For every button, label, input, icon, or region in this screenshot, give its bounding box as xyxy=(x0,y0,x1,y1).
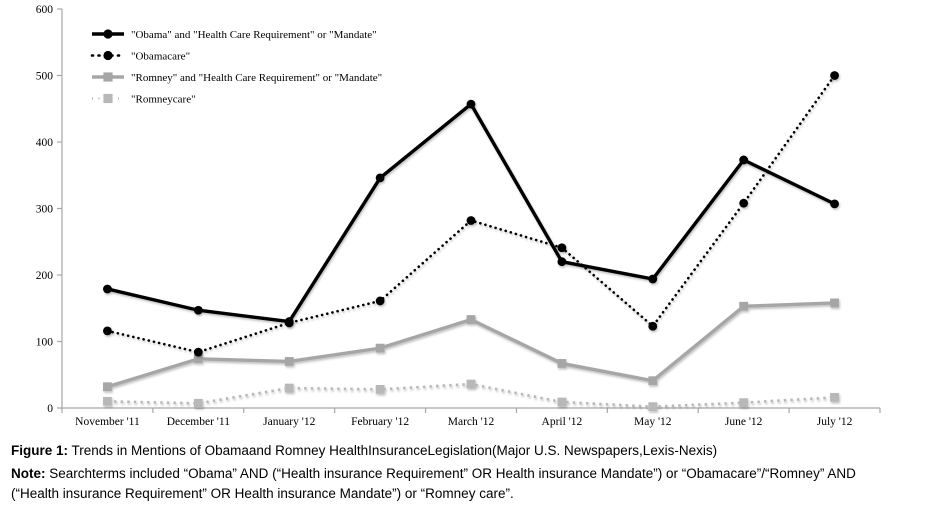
data-point-marker xyxy=(739,301,749,311)
data-point-marker xyxy=(648,274,658,284)
data-point-marker xyxy=(466,315,476,324)
x-axis-label: April '12 xyxy=(542,416,583,428)
data-point-marker xyxy=(557,243,567,253)
x-axis-label: July '12 xyxy=(817,416,853,428)
data-point-marker xyxy=(193,398,203,408)
x-axis-label: June '12 xyxy=(725,416,763,428)
x-axis-label: February '12 xyxy=(351,416,409,428)
data-point-marker xyxy=(830,392,839,402)
data-point-marker xyxy=(375,384,385,394)
y-tick-label: 400 xyxy=(36,137,54,149)
legend-label: "Obamacare" xyxy=(131,50,190,62)
x-axis-label: November '11 xyxy=(75,416,140,428)
x-axis-label: January '12 xyxy=(263,416,315,428)
figure-caption: Figure 1: Trends in Mentions of Obamaand… xyxy=(11,443,923,458)
data-point-marker xyxy=(103,326,112,336)
data-point-marker xyxy=(193,347,203,357)
figure-page: 0 100 200 300 400 500 600 November '11 December … xyxy=(0,4,933,503)
series-0 xyxy=(103,99,839,326)
data-point-marker xyxy=(739,198,749,208)
data-point-marker xyxy=(739,155,749,165)
legend-label: "Obama" and "Health Care Requirement" or… xyxy=(131,29,377,41)
legend-marker xyxy=(103,72,113,82)
data-point-marker xyxy=(103,382,112,392)
y-tick-label: 200 xyxy=(36,270,54,282)
x-axis-label: March '12 xyxy=(448,416,495,428)
y-tick-label: 600 xyxy=(36,4,54,16)
series-3 xyxy=(103,379,839,412)
data-point-marker xyxy=(830,71,839,80)
legend: "Obama" and "Health Care Requirement" or… xyxy=(90,29,382,105)
series-line-0 xyxy=(107,101,836,324)
data-point-marker xyxy=(466,379,476,389)
y-tick-label: 500 xyxy=(36,71,54,83)
data-point-marker xyxy=(193,354,203,364)
legend-marker xyxy=(103,93,113,104)
legend-label: "Romney" and "Health Care Requirement" o… xyxy=(131,72,382,84)
figure-note-label: Note: xyxy=(11,466,46,481)
data-point-marker xyxy=(375,296,385,306)
data-point-marker xyxy=(830,199,839,209)
figure-caption-text: Trends in Mentions of Obamaand Romney He… xyxy=(71,443,718,458)
data-point-marker xyxy=(648,402,658,412)
data-point-marker xyxy=(557,397,567,407)
legend-marker xyxy=(103,50,113,61)
data-point-marker xyxy=(557,359,567,368)
data-point-marker xyxy=(284,383,294,393)
data-point-marker xyxy=(648,321,658,331)
series-line-1 xyxy=(106,74,836,354)
series-2 xyxy=(103,298,839,392)
figure-note-text: Searchterms included “Obama” AND (“Healt… xyxy=(11,466,856,501)
data-point-marker xyxy=(193,305,203,315)
figure-note: Note: Searchterms included “Obama” AND (… xyxy=(11,464,897,503)
legend-marker xyxy=(103,29,113,39)
data-point-marker xyxy=(284,317,294,326)
data-point-marker xyxy=(830,298,839,308)
y-tick-label: 100 xyxy=(36,337,54,349)
legend-label: "Romneycare" xyxy=(131,93,196,105)
caption-block: Figure 1: Trends in Mentions of Obamaand… xyxy=(0,440,933,503)
data-point-marker xyxy=(375,173,385,183)
data-point-marker xyxy=(375,343,385,353)
data-point-marker xyxy=(466,99,476,109)
x-axis-label: May '12 xyxy=(634,416,672,428)
y-tick-label: 300 xyxy=(36,204,54,216)
data-point-marker xyxy=(466,216,476,225)
data-point-marker xyxy=(284,357,294,366)
x-axis-label: December '11 xyxy=(167,416,231,428)
figure-caption-label: Figure 1: xyxy=(11,443,69,458)
data-point-marker xyxy=(557,257,567,267)
data-point-marker xyxy=(103,284,112,294)
data-point-marker xyxy=(648,376,658,386)
y-tick-label: 0 xyxy=(47,403,53,415)
data-point-marker xyxy=(739,398,749,408)
line-chart: 0 100 200 300 400 500 600 November '11 December … xyxy=(36,4,881,428)
data-point-marker xyxy=(103,396,112,406)
